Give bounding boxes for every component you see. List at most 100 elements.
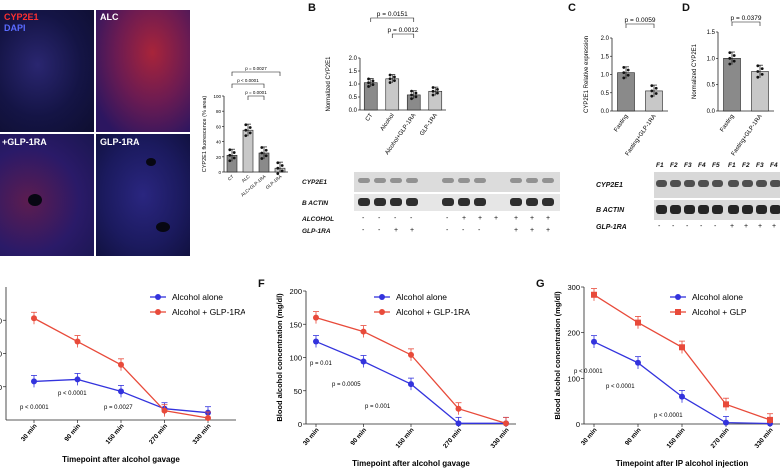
- chart-e-blood-alcohol: 30 min 90 min 150 min 270 min 330 min Timepoi…: [0, 287, 245, 464]
- data-point: [732, 59, 736, 63]
- glp-sign: -: [672, 223, 675, 230]
- x-axis-label: Timepoint after alcohol gavage: [352, 459, 470, 468]
- data-point: [756, 75, 760, 79]
- data-point: [679, 344, 685, 351]
- y-tick-label: 1.5: [349, 69, 358, 75]
- y-tick-label: 50: [0, 383, 2, 392]
- x-tick-label: 30 min: [302, 427, 321, 447]
- data-point: [436, 88, 439, 91]
- data-point: [410, 97, 413, 101]
- data-point: [367, 77, 370, 81]
- data-point: [410, 89, 413, 93]
- data-point: [74, 338, 81, 345]
- alcohol-sign: +: [478, 215, 483, 222]
- data-point: [313, 314, 319, 321]
- data-point: [626, 68, 630, 72]
- x-tick-label: CT: [227, 174, 235, 182]
- data-point: [626, 73, 630, 77]
- panel-letter-c: C: [568, 2, 576, 14]
- glp-sign: +: [394, 227, 399, 234]
- glp-sign: +: [514, 227, 519, 234]
- data-point: [205, 415, 211, 422]
- p-value-label: p < 0.0001: [237, 78, 259, 83]
- y-tick-label: 0: [218, 170, 221, 175]
- glp-sign: -: [686, 223, 689, 230]
- data-point: [654, 86, 658, 90]
- glp-sign: +: [772, 223, 777, 230]
- p-value-label: p = 0.0027: [104, 405, 133, 411]
- legend-marker: [379, 309, 385, 315]
- data-point: [767, 416, 773, 423]
- alcohol-sign: +: [546, 215, 551, 222]
- significance-bracket: [370, 17, 415, 22]
- p-value-label: p = 0.0005: [332, 382, 361, 388]
- data-point: [455, 420, 462, 427]
- data-point: [228, 159, 232, 163]
- legend-marker: [675, 294, 681, 300]
- y-tick-label: 80: [216, 109, 222, 114]
- alcohol-sign: -: [362, 215, 365, 222]
- alcohol-sign: -: [394, 215, 397, 222]
- data-point: [248, 126, 252, 129]
- legend-marker: [379, 294, 385, 300]
- y-tick-label: 50: [294, 387, 302, 396]
- data-point: [431, 86, 435, 89]
- data-point: [436, 91, 439, 95]
- alcohol-sign: +: [514, 215, 519, 222]
- blot-b-label-actin: B ACTIN: [302, 200, 329, 207]
- data-point: [622, 71, 626, 75]
- p-value-label: p < 0.0001: [574, 369, 603, 375]
- chart-cyp2e1-fluorescence: 0 20 40 60 80 100 CYP2E1 fluorescence (% area)…: [202, 66, 288, 197]
- data-point: [371, 79, 375, 83]
- micro-alc: ALC: [96, 10, 190, 132]
- cyp2e1-band: [742, 180, 753, 187]
- x-tick-label: 150 min: [666, 427, 687, 450]
- cyp2e1-band: [474, 178, 486, 183]
- p-value-label: p < 0.0001: [606, 384, 635, 390]
- x-tick-label: Fasting: [613, 114, 629, 134]
- glp-sign: -: [378, 227, 381, 234]
- lane-label: F3: [684, 162, 692, 169]
- actin-band: [684, 205, 695, 214]
- data-point: [388, 77, 392, 81]
- data-point: [591, 338, 597, 345]
- x-tick-label: 270 min: [148, 423, 169, 446]
- data-point: [650, 89, 654, 93]
- y-tick-label: 1.0: [707, 56, 716, 62]
- y-tick-label: 0.0: [601, 109, 610, 115]
- cyp2e1-band: [542, 178, 554, 183]
- p-value-label: p = 0.0059: [625, 17, 656, 24]
- vessel-spot: [28, 194, 42, 206]
- y-tick-label: 0.0: [707, 109, 716, 115]
- bar: [385, 78, 400, 111]
- data-point: [74, 376, 81, 383]
- legend-dapi: DAPI: [4, 23, 26, 33]
- data-point: [622, 76, 626, 80]
- x-tick-label: 90 min: [63, 423, 82, 443]
- glp-sign: -: [446, 227, 449, 234]
- data-point: [276, 172, 280, 176]
- y-tick-label: 0.5: [601, 91, 610, 97]
- cyp2e1-band: [698, 180, 709, 187]
- actin-band: [406, 198, 418, 206]
- actin-band: [390, 198, 402, 206]
- data-point: [244, 134, 248, 138]
- data-point: [244, 123, 248, 127]
- y-tick-label: 0.5: [707, 83, 716, 89]
- data-point: [260, 157, 264, 160]
- y-tick-label: 0: [576, 420, 580, 429]
- chart-cyp2e1-relative-expression: 0.0 0.5 1.0 1.5 2.0 CYP2E1 Relative expressio…: [584, 17, 668, 157]
- data-point: [228, 153, 232, 157]
- cyp2e1-band: [670, 180, 681, 187]
- series-line: [593, 341, 771, 425]
- data-point: [118, 388, 124, 395]
- legend-label: Alcohol alone: [692, 292, 743, 302]
- data-point: [244, 128, 248, 132]
- y-tick-label: 300: [567, 283, 580, 292]
- y-tick-label: 200: [289, 287, 302, 296]
- data-point: [650, 84, 654, 88]
- p-value-label: p = 0.001: [365, 404, 391, 410]
- x-tick-label: Fasting: [719, 114, 735, 134]
- legend-marker: [675, 309, 681, 315]
- blot-b-actin-strip: [354, 194, 560, 211]
